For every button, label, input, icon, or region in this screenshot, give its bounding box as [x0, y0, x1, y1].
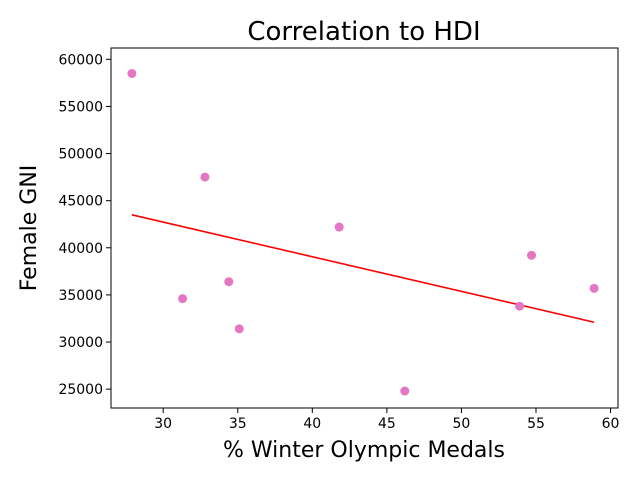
x-tick-label: 55 [527, 416, 545, 432]
trend-line [131, 214, 595, 324]
y-tick-label: 60000 [58, 52, 103, 68]
y-axis: 25000 30000 35000 40000 45000 50000 55000 60000 [58, 52, 111, 398]
y-tick-label: 25000 [58, 382, 103, 398]
y-tick-label: 30000 [58, 335, 103, 351]
y-tick-label: 45000 [58, 194, 103, 210]
data-point [178, 294, 188, 304]
x-axis-label: % Winter Olympic Medals [223, 438, 505, 463]
y-tick-label: 40000 [58, 241, 103, 257]
x-axis: 30 35 40 45 50 55 60 [154, 408, 619, 432]
data-point [334, 222, 344, 232]
data-point [234, 324, 244, 334]
x-tick-label: 60 [602, 416, 620, 432]
y-axis-label: Female GNI [17, 165, 42, 292]
data-point [200, 172, 210, 182]
points-layer [127, 68, 599, 396]
data-point [400, 386, 410, 396]
plot-area: 30 35 40 45 50 55 60 25000 30000 35000 40000 45000… [58, 47, 619, 432]
x-tick-label: 30 [154, 416, 172, 432]
plot-frame [110, 47, 619, 409]
x-tick-label: 45 [378, 416, 396, 432]
trendline-layer [131, 214, 595, 324]
chart-title: Correlation to HDI [247, 17, 480, 47]
y-tick-label: 35000 [58, 288, 103, 304]
data-point [527, 250, 537, 260]
x-tick-label: 50 [453, 416, 471, 432]
data-point [127, 68, 137, 78]
y-tick-label: 50000 [58, 147, 103, 163]
data-point [515, 301, 525, 311]
x-tick-label: 35 [229, 416, 247, 432]
data-point [589, 283, 599, 293]
y-tick-label: 55000 [58, 99, 103, 115]
data-point [224, 277, 234, 287]
x-tick-label: 40 [303, 416, 321, 432]
